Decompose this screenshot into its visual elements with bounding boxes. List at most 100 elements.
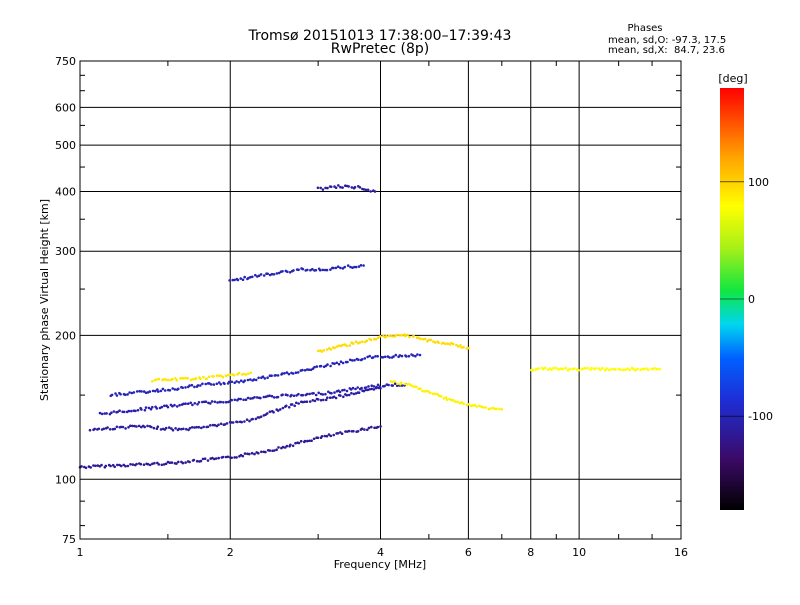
echo-point bbox=[408, 335, 411, 339]
echo-point bbox=[189, 378, 193, 382]
echo-point bbox=[334, 186, 338, 190]
echo-point bbox=[151, 405, 154, 409]
echo-point bbox=[455, 343, 458, 347]
echo-point bbox=[205, 377, 208, 381]
echo-point bbox=[276, 374, 280, 377]
axis-ticks: 1 2 4 6 8 10 16 75 100 200 300 400 500 600 750 bbox=[55, 55, 688, 559]
echo-point bbox=[285, 444, 289, 448]
echo-point bbox=[241, 454, 245, 458]
echo-point bbox=[366, 355, 369, 359]
echo-point bbox=[130, 391, 134, 395]
echo-point bbox=[193, 426, 196, 429]
colorbar-label: [deg] bbox=[718, 72, 747, 85]
echo-point bbox=[110, 393, 114, 397]
echo-point bbox=[350, 391, 353, 395]
echo-point bbox=[332, 433, 336, 437]
echo-point bbox=[308, 392, 312, 396]
echo-point bbox=[379, 425, 382, 428]
echo-point bbox=[239, 397, 242, 401]
echo-point bbox=[98, 411, 102, 415]
echo-point bbox=[194, 377, 198, 380]
echo-point bbox=[182, 427, 185, 431]
echo-point bbox=[407, 354, 411, 358]
echo-point bbox=[500, 408, 504, 411]
echo-point bbox=[343, 388, 346, 392]
echo-point bbox=[261, 375, 265, 379]
echo-point bbox=[283, 372, 286, 375]
echo-point bbox=[167, 426, 171, 429]
echo-point bbox=[281, 393, 284, 397]
echo-point bbox=[352, 342, 355, 345]
echo-trace bbox=[88, 386, 382, 432]
echo-point bbox=[211, 423, 215, 427]
echo-point bbox=[322, 349, 326, 352]
echo-trace bbox=[316, 184, 377, 193]
echo-point bbox=[233, 278, 236, 282]
echo-point bbox=[352, 429, 355, 433]
echo-point bbox=[139, 462, 143, 466]
echo-point bbox=[301, 368, 304, 372]
echo-point bbox=[358, 186, 362, 189]
echo-point bbox=[363, 357, 367, 360]
echo-point bbox=[175, 405, 179, 408]
echo-point bbox=[370, 425, 373, 429]
echo-point bbox=[340, 432, 344, 436]
echo-point bbox=[303, 400, 307, 404]
echo-point bbox=[213, 423, 217, 427]
echo-point bbox=[150, 425, 153, 429]
echo-point bbox=[369, 338, 373, 342]
echo-point bbox=[376, 383, 380, 387]
echo-point bbox=[362, 264, 365, 267]
echo-point bbox=[437, 394, 441, 398]
echo-point bbox=[334, 266, 338, 270]
echo-point bbox=[336, 265, 340, 269]
echo-point bbox=[285, 371, 289, 374]
echo-point bbox=[325, 348, 329, 351]
echo-point bbox=[216, 401, 219, 404]
echo-point bbox=[193, 385, 196, 389]
echo-point bbox=[248, 419, 251, 423]
echo-point bbox=[345, 393, 349, 397]
echo-point bbox=[303, 439, 307, 443]
echo-point bbox=[417, 387, 420, 391]
echo-point bbox=[105, 412, 108, 415]
x-tick-label: 8 bbox=[527, 546, 534, 559]
echo-point bbox=[272, 411, 275, 414]
echo-point bbox=[226, 455, 230, 459]
echo-point bbox=[157, 377, 161, 381]
echo-point bbox=[236, 278, 240, 282]
echo-point bbox=[170, 461, 174, 464]
echo-point bbox=[421, 389, 424, 393]
echo-point bbox=[136, 408, 140, 412]
echo-point bbox=[354, 340, 358, 344]
echo-point bbox=[429, 391, 432, 395]
echo-point bbox=[239, 277, 242, 280]
echo-trace bbox=[389, 380, 504, 411]
echo-point bbox=[186, 402, 190, 406]
echo-point bbox=[310, 439, 313, 443]
echo-point bbox=[262, 395, 266, 399]
echo-point bbox=[207, 375, 211, 379]
echo-point bbox=[376, 355, 380, 358]
echo-point bbox=[202, 375, 205, 379]
echo-point bbox=[155, 407, 159, 410]
echo-point bbox=[299, 439, 303, 443]
echo-point bbox=[357, 265, 361, 268]
echo-point bbox=[316, 349, 320, 353]
echo-point bbox=[439, 395, 443, 398]
echo-point bbox=[367, 385, 370, 388]
echo-point bbox=[409, 383, 413, 387]
echo-point bbox=[311, 399, 315, 402]
echo-point bbox=[128, 391, 131, 394]
echo-point bbox=[601, 366, 604, 370]
echo-point bbox=[318, 268, 322, 272]
echo-point bbox=[564, 366, 567, 370]
echo-point bbox=[171, 428, 175, 432]
echo-point bbox=[259, 415, 263, 419]
echo-point bbox=[201, 382, 204, 386]
echo-point bbox=[190, 426, 194, 429]
echo-point bbox=[372, 388, 376, 391]
echo-point bbox=[391, 384, 395, 387]
echo-point bbox=[192, 458, 196, 462]
